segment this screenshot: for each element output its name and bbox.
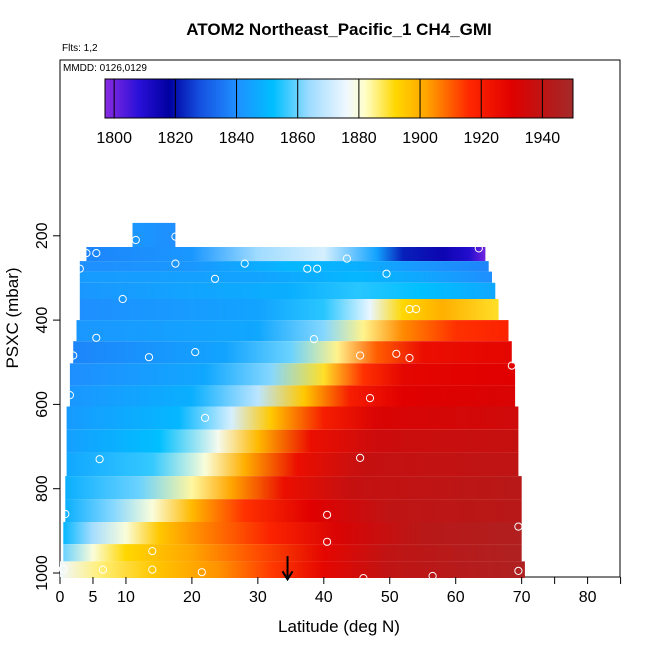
data-point <box>356 351 365 360</box>
data-point <box>356 453 365 462</box>
heatmap-row <box>79 282 496 299</box>
heatmap-row <box>69 385 516 407</box>
heatmap-row <box>79 261 489 272</box>
x-tick-label: 5 <box>89 589 98 606</box>
flights-label: Flts: 1,2 <box>62 43 98 54</box>
dates-label: MMDD: 0126,0129 <box>63 63 147 74</box>
heatmap-row <box>65 476 522 500</box>
data-point <box>240 259 249 268</box>
x-tick-label: 0 <box>56 589 65 606</box>
heatmap-row <box>73 341 512 364</box>
data-point <box>323 510 332 519</box>
observation-points <box>59 232 523 583</box>
colorbar-scale <box>105 79 573 118</box>
data-point <box>98 565 108 574</box>
data-point <box>191 348 200 357</box>
data-point <box>201 413 210 422</box>
colorbar-tick-label: 1820 <box>158 130 194 147</box>
data-point <box>392 349 401 358</box>
x-tick-label: 70 <box>513 589 531 606</box>
colorbar-frame <box>104 78 574 119</box>
x-tick-label: 40 <box>315 589 333 606</box>
data-point <box>342 254 351 263</box>
data-point <box>148 565 157 574</box>
colorbar-tick-label: 1860 <box>280 130 316 147</box>
y-axis-label: PSXC (mbar) <box>3 267 22 368</box>
data-point <box>405 305 414 314</box>
data-point <box>428 571 437 581</box>
data-point <box>514 566 523 576</box>
x-tick-label: 10 <box>117 589 135 606</box>
data-point <box>61 509 70 519</box>
latitude-marker <box>281 556 294 582</box>
data-point <box>197 568 206 577</box>
colorbar-tick-label: 1900 <box>402 130 438 147</box>
data-point <box>412 305 421 314</box>
data-point <box>309 335 318 344</box>
data-point <box>92 333 101 342</box>
colorbar-tick-label: 1940 <box>525 130 561 147</box>
heatmap-row <box>66 452 519 477</box>
data-point <box>95 455 104 464</box>
colorbar-tick-label: 1920 <box>463 130 499 147</box>
data-point <box>131 235 140 245</box>
data-point <box>313 264 322 273</box>
y-tick-label: 200 <box>34 222 51 249</box>
heatmap-row <box>63 522 522 545</box>
heatmap-row <box>69 363 516 386</box>
data-point <box>507 361 516 370</box>
heatmap-row <box>79 271 493 283</box>
heatmap-row <box>76 320 509 342</box>
data-point <box>405 353 414 363</box>
heatmap-row <box>66 406 519 430</box>
data-point <box>69 351 78 360</box>
x-tick-label: 30 <box>249 589 267 606</box>
data-point <box>171 232 180 241</box>
heatmap-row <box>60 561 525 578</box>
x-tick-label: 50 <box>381 589 399 606</box>
x-tick-label: 20 <box>183 589 201 606</box>
y-tick-label: 1000 <box>34 555 51 591</box>
data-point <box>382 269 391 278</box>
data-point <box>323 537 332 546</box>
y-tick-label: 400 <box>34 307 51 334</box>
data-point <box>148 547 157 556</box>
x-axis: 0 5 10 20 30 40 50 60 70 80 <box>56 577 622 606</box>
heatmap-row <box>79 299 499 321</box>
x-axis-label: Latitude (deg N) <box>278 617 400 636</box>
data-point <box>474 244 483 253</box>
data-point <box>303 264 312 273</box>
data-point <box>82 249 91 258</box>
chart-title: ATOM2 Northeast_Pacific_1 CH4_GMI <box>186 20 491 39</box>
data-point <box>359 574 368 583</box>
x-tick-label: 60 <box>447 589 465 606</box>
colorbar-tick-label: 1840 <box>219 130 255 147</box>
data-point <box>144 353 154 362</box>
colorbar-tick-label: 1800 <box>96 130 132 147</box>
data-point <box>514 522 523 531</box>
heatmap-rows <box>60 222 525 578</box>
data-point <box>365 394 375 403</box>
heatmap-row <box>65 499 522 522</box>
data-point <box>210 274 220 283</box>
heatmap-row <box>86 247 486 262</box>
y-tick-label: 800 <box>34 475 51 502</box>
colorbar: 1800 1820 1840 1860 1880 1900 1920 1940 <box>96 78 574 147</box>
marker-head <box>281 570 294 582</box>
y-tick-label: 600 <box>34 391 51 418</box>
data-point <box>171 259 180 268</box>
data-point <box>59 564 68 573</box>
colorbar-tick-label: 1880 <box>341 130 377 147</box>
heatmap-row <box>132 222 176 248</box>
x-tick-label: 80 <box>579 589 597 606</box>
data-point <box>92 249 101 258</box>
data-point <box>118 294 127 304</box>
heatmap-row <box>66 429 519 453</box>
data-point <box>75 264 84 273</box>
heatmap-row <box>63 544 522 562</box>
data-point <box>65 391 75 400</box>
y-axis: 200 400 600 800 1000 <box>34 222 60 591</box>
